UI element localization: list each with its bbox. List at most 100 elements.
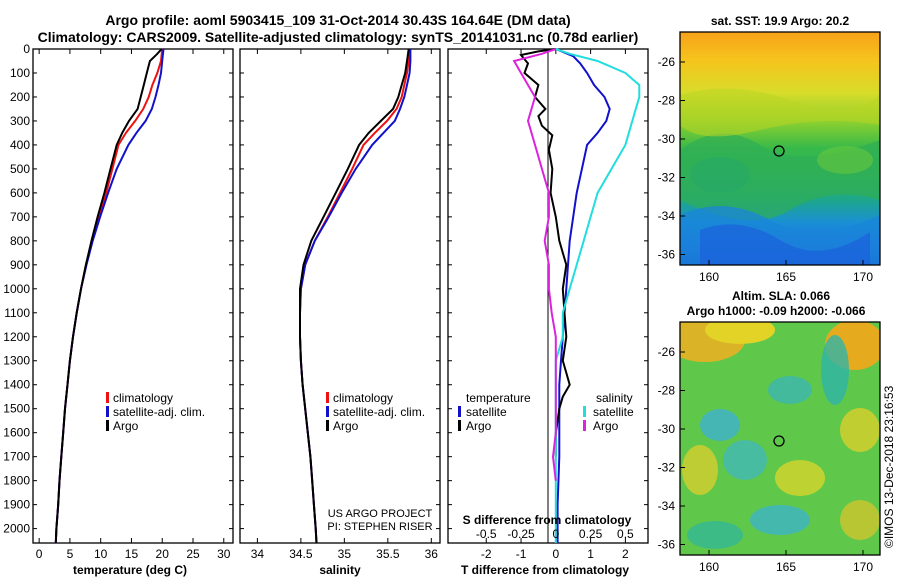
float-position-marker	[773, 145, 785, 157]
depth-tick-label: 0	[23, 42, 30, 56]
imos-credit: ©IMOS 13-Dec-2018 23:16:53	[882, 385, 896, 548]
title-line-2: Climatology: CARS2009. Satellite-adjuste…	[38, 29, 639, 45]
legend-label-climatology: climatology	[113, 391, 173, 405]
x-tick-label: -2	[481, 547, 492, 561]
series-line-climatology	[54, 48, 164, 544]
lon-tick-label: 165	[776, 560, 796, 574]
legend-label-satellite: satellite-adj. clim.	[333, 405, 425, 419]
legend-title-salinity: salinity	[596, 391, 633, 405]
sla-map: Altim. SLA: 0.066 Argo h1000: -0.09 h200…	[658, 289, 881, 574]
legend-swatch-climatology	[326, 392, 329, 403]
legend-label-satellite: satellite-adj. clim.	[113, 405, 205, 419]
sla-map-frame	[679, 321, 881, 556]
sst-map-frame	[679, 31, 881, 266]
s-diff-tick-label: 0	[552, 527, 559, 541]
x-tick-label: -1	[516, 547, 527, 561]
x-tick-label: 35	[338, 547, 352, 561]
pi-credit: PI: STEPHEN RISER	[327, 521, 432, 533]
sst-lat-axis: -26 -28 -30 -32 -34 -36	[658, 55, 685, 262]
x-tick-label: 25	[186, 547, 200, 561]
lat-tick-label: -28	[658, 384, 676, 398]
x-tick-label: 20	[156, 547, 170, 561]
temperature-frame	[32, 48, 234, 544]
depth-tick-label: 1900	[3, 498, 30, 512]
x-tick-label: 1	[587, 547, 594, 561]
legend-label-t-argo: Argo	[466, 419, 492, 433]
depth-tick-label: 100	[10, 66, 30, 80]
temperature-panel: 0100200300400500600700800900100011001200…	[3, 42, 234, 577]
difference-x-axis: -2 -1 0 1 2	[481, 49, 629, 561]
difference-panel: -2 -1 0 1 2 T difference from climatology S …	[447, 48, 649, 577]
series-line-t-satellite	[555, 48, 611, 543]
depth-tick-label: 1100	[4, 306, 30, 320]
depth-axis: 0 100 200 300 400 500 600 700 800 900 1000 1100 1200…	[3, 42, 233, 536]
lat-tick-label: -26	[658, 345, 676, 359]
depth-tick-label: 1800	[3, 474, 30, 488]
sst-map-title: sat. SST: 19.9 Argo: 20.2	[711, 14, 850, 28]
series-line-s-argo	[512, 48, 557, 481]
legend-label-climatology: climatology	[333, 391, 393, 405]
sst-lon-axis: 160 165 170	[699, 260, 873, 284]
sla-map-title-2: Argo h1000: -0.09 h2000: -0.066	[687, 304, 866, 318]
x-tick-label: 15	[125, 547, 139, 561]
legend-label-s-argo: Argo	[593, 419, 619, 433]
difference-legend: temperature satellite Argo salinity sate…	[458, 391, 634, 433]
title-line-1: Argo profile: aoml 5903415_109 31-Oct-20…	[105, 12, 570, 28]
s-diff-xlabel: S difference from climatology	[463, 513, 632, 527]
depth-tick-label: 1000	[3, 282, 30, 296]
temperature-lines	[54, 48, 165, 544]
project-credit: US ARGO PROJECT	[328, 508, 433, 520]
depth-tick-label: 1600	[3, 426, 30, 440]
difference-lines	[512, 48, 641, 543]
salinity-panel: 34 34.5 35 35.5 36 salinity climatology sate…	[239, 48, 441, 577]
series-line-argo	[299, 48, 410, 544]
legend-label-s-satellite: satellite	[593, 405, 634, 419]
depth-tick-label: 1200	[3, 330, 30, 344]
depth-tick-label: 200	[10, 90, 30, 104]
depth-tick-label: 700	[10, 210, 30, 224]
series-line-s-satellite	[554, 48, 641, 543]
lat-tick-label: -36	[658, 248, 676, 262]
lon-tick-label: 160	[699, 560, 719, 574]
salinity-depth-ticks	[240, 48, 440, 530]
sla-field	[680, 322, 880, 555]
s-diff-tick-label: 0.25	[579, 527, 603, 541]
legend-swatch-t-argo	[458, 420, 461, 431]
lon-tick-label: 165	[776, 270, 796, 284]
legend-label-argo: Argo	[333, 419, 359, 433]
legend-swatch-t-satellite	[458, 406, 461, 417]
series-line-argo	[54, 48, 163, 544]
x-tick-label: 34	[251, 547, 265, 561]
t-diff-xlabel: T difference from climatology	[461, 563, 629, 577]
legend-swatch-s-satellite	[583, 406, 586, 417]
s-diff-tick-label: -0.5	[476, 527, 497, 541]
depth-tick-label: 2000	[3, 522, 30, 536]
difference-depth-ticks	[448, 48, 648, 530]
x-tick-label: 5	[67, 547, 74, 561]
legend-swatch-satellite	[106, 406, 109, 417]
series-line-satellite-adj-clim-	[299, 49, 412, 544]
x-tick-label: 0	[36, 547, 43, 561]
x-tick-label: 30	[217, 547, 231, 561]
legend-swatch-climatology	[106, 392, 109, 403]
temperature-legend: climatology satellite-adj. clim. Argo	[106, 391, 205, 433]
lat-tick-label: -32	[658, 461, 676, 475]
depth-tick-label: 900	[10, 258, 30, 272]
lat-tick-label: -32	[658, 171, 676, 185]
salinity-xlabel: salinity	[319, 563, 361, 577]
legend-swatch-satellite	[326, 406, 329, 417]
lat-tick-label: -26	[658, 55, 676, 69]
depth-tick-label: 500	[10, 162, 30, 176]
x-tick-label: 0	[552, 547, 559, 561]
temperature-x-axis: 0 5 10 15 20 25 30	[36, 49, 231, 561]
sla-lat-axis: -26 -28 -30 -32 -34 -36	[658, 345, 685, 552]
legend-label-argo: Argo	[113, 419, 139, 433]
lon-tick-label: 170	[853, 270, 873, 284]
salinity-x-axis: 34 34.5 35 35.5 36	[251, 49, 438, 561]
s-diff-tick-label: 0.5	[617, 527, 634, 541]
lat-tick-label: -34	[658, 209, 676, 223]
series-line-t-argo	[519, 48, 571, 457]
series-line-satellite-adj-clim-	[54, 48, 165, 544]
x-tick-label: 34.5	[289, 547, 313, 561]
